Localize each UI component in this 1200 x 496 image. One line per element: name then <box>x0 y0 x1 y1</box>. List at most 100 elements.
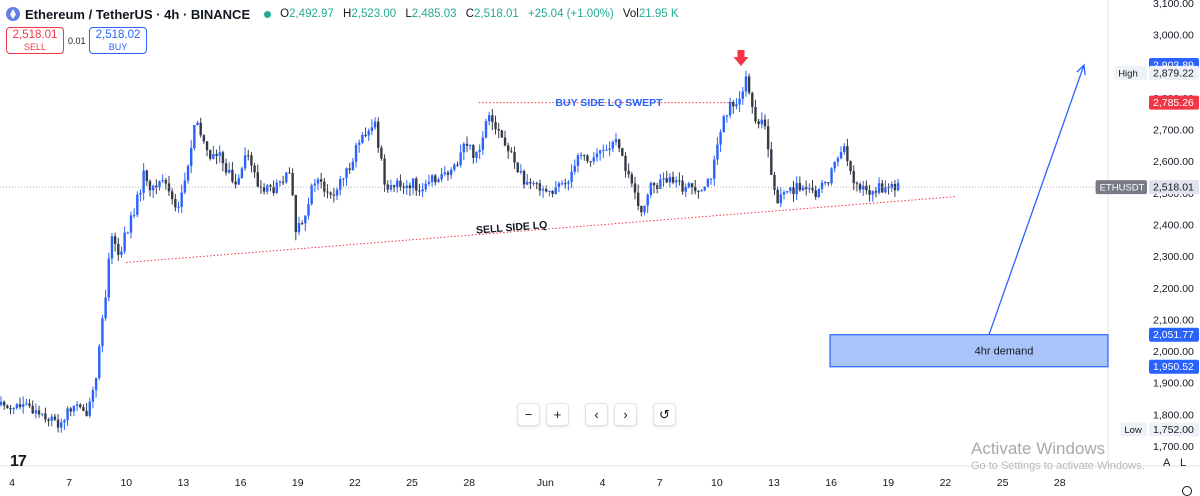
candle-up <box>354 144 358 162</box>
candle-up <box>570 171 573 182</box>
candle-down <box>849 161 852 172</box>
candle-down <box>773 174 776 190</box>
candle-up <box>716 144 719 160</box>
candle-up <box>307 204 310 216</box>
candle-up <box>443 172 446 174</box>
candle-down <box>418 190 421 192</box>
candle-down <box>858 184 862 190</box>
candle-up <box>519 170 523 173</box>
candle-down <box>31 405 34 414</box>
sell-button[interactable]: 2,518.01 SELL <box>6 27 64 54</box>
price-tag-bg <box>1149 95 1199 110</box>
candle-up <box>478 149 481 152</box>
y-tick-label: 3,100.00 <box>1153 0 1194 10</box>
candle-down <box>503 137 507 146</box>
reset-chart-button[interactable]: ↺ <box>653 403 676 426</box>
settings-gear-icon[interactable] <box>1182 486 1192 496</box>
low-value: 2,485.03 <box>411 8 457 20</box>
x-tick-label: 7 <box>66 477 72 489</box>
x-tick-label: 13 <box>768 477 780 489</box>
candle-down <box>633 183 637 193</box>
x-tick-label: 16 <box>825 477 837 489</box>
candle-up <box>212 154 215 159</box>
x-tick-label: 10 <box>120 477 132 489</box>
candle-down <box>221 152 225 164</box>
candle-down <box>199 122 202 136</box>
candle-down <box>329 192 332 195</box>
candle-up <box>278 181 282 183</box>
zoom-in-button[interactable]: + <box>546 403 569 426</box>
sell-label: SELL <box>23 42 47 52</box>
buy-button[interactable]: 2,518.02 BUY <box>89 27 147 54</box>
price-tag-value: 2,879.22 <box>1153 67 1194 79</box>
candle-up <box>411 178 415 189</box>
candle-down <box>868 190 871 195</box>
tradingview-logo[interactable]: 17 <box>10 453 27 470</box>
x-tick-label: 10 <box>711 477 723 489</box>
candle-up <box>107 258 110 298</box>
candle-up <box>808 188 811 190</box>
candle-down <box>332 194 336 196</box>
candle-down <box>383 158 386 185</box>
candle-up <box>706 179 710 187</box>
candle-up <box>358 142 361 145</box>
candle-up <box>361 134 364 143</box>
candle-up <box>579 154 583 156</box>
price-tag-label: Low <box>1124 425 1142 436</box>
candle-up <box>161 180 164 182</box>
candle-up <box>218 152 221 156</box>
projection-arrow-line[interactable] <box>988 64 1085 335</box>
candle-up <box>877 183 881 193</box>
candle-down <box>2 401 6 406</box>
candle-down <box>323 181 326 192</box>
candle-up <box>15 404 19 409</box>
candle-up <box>449 169 453 175</box>
x-tick-label: 22 <box>940 477 952 489</box>
symbol-header: Ethereum / TetherUS · 4h · BINANCE O2,49… <box>0 0 679 28</box>
candle-up <box>567 181 570 184</box>
candle-up <box>101 318 104 347</box>
candle-down <box>678 180 681 182</box>
price-tag-label: ETHUSDT <box>1100 183 1145 194</box>
demand-zone-label: 4hr demand <box>975 346 1034 358</box>
candle-up <box>592 157 595 162</box>
y-tick-label: 2,200.00 <box>1153 283 1194 295</box>
candle-down <box>630 174 634 184</box>
candle-up <box>830 168 833 184</box>
candle-down <box>37 410 41 415</box>
candle-down <box>852 171 855 184</box>
price-tag-bg <box>1149 359 1199 374</box>
candle-down <box>564 183 567 185</box>
symbol-title[interactable]: Ethereum / TetherUS · 4h · BINANCE <box>25 6 251 22</box>
candle-up <box>228 169 231 173</box>
zoom-out-button[interactable]: − <box>517 403 540 426</box>
candle-up <box>338 179 342 190</box>
candle-up <box>684 187 687 192</box>
candle-down <box>881 183 884 193</box>
candle-up <box>297 223 301 233</box>
scroll-forward-button[interactable]: › <box>614 403 637 426</box>
price-tag-value: 2,518.01 <box>1153 182 1194 194</box>
auto-scale-button[interactable]: A <box>1163 457 1171 469</box>
candle-down <box>291 173 294 195</box>
candle-up <box>728 102 732 116</box>
candle-up <box>12 408 15 410</box>
candle-down <box>671 176 675 183</box>
candle-down <box>763 119 767 127</box>
candle-down <box>491 115 494 123</box>
candle-up <box>285 172 288 183</box>
candle-down <box>507 145 510 152</box>
scroll-back-button[interactable]: ‹ <box>585 403 608 426</box>
candle-down <box>215 154 218 156</box>
log-scale-button[interactable]: L <box>1180 457 1187 469</box>
candle-up <box>183 180 187 193</box>
chart-navigation-bar: − + ‹ › ↺ <box>517 403 676 426</box>
candle-up <box>177 206 180 208</box>
activate-windows-hint: Go to Settings to activate Windows. <box>971 460 1145 472</box>
candle-down <box>697 191 700 193</box>
x-tick-label: 19 <box>882 477 894 489</box>
demand-zone[interactable] <box>829 334 1109 368</box>
candle-up <box>659 179 662 189</box>
candle-up <box>649 183 653 195</box>
